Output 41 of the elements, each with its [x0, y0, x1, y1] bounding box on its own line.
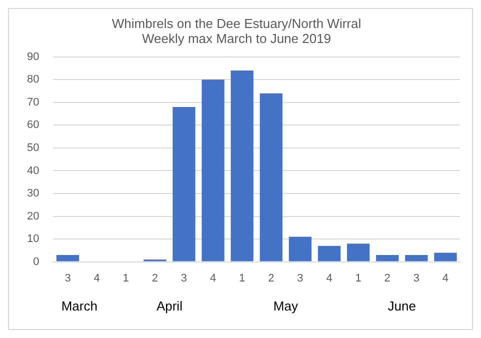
x-tick-label: 2: [384, 272, 390, 284]
x-tick-label: 4: [210, 272, 216, 284]
x-tick-label: 4: [94, 272, 100, 284]
text: May: [273, 298, 298, 314]
text: April: [156, 298, 183, 314]
bar: [172, 106, 196, 262]
x-tick-label: 2: [268, 272, 274, 284]
bar: [230, 70, 254, 262]
text: March: [61, 298, 98, 314]
bar: [260, 93, 282, 262]
bar: [56, 254, 80, 262]
y-tick-label: 70: [26, 96, 40, 108]
x-tick-label: 1: [239, 272, 246, 284]
x-tick-label: 3: [413, 272, 420, 284]
x-tick-label: 1: [355, 272, 362, 284]
bar: [405, 254, 428, 262]
y-tick-label: 90: [26, 50, 40, 63]
y-tick-label: 30: [26, 188, 40, 200]
y-tick-label: 0: [33, 256, 40, 268]
y-tick-label: 50: [26, 142, 40, 154]
x-tick-label: 3: [180, 272, 188, 284]
text: Weekly max March to June 2019: [142, 31, 332, 46]
y-tick-label: 20: [26, 210, 40, 222]
x-tick-label: 3: [297, 272, 304, 284]
y-tick-label: 10: [26, 233, 40, 246]
bar: [202, 80, 224, 262]
text: June: [388, 298, 416, 314]
x-tick-label: 3: [64, 272, 71, 284]
bar: [318, 246, 341, 262]
bar: [376, 254, 399, 262]
bar: [346, 244, 370, 262]
y-tick-label: 80: [26, 74, 40, 86]
x-tick-label: 4: [326, 272, 332, 284]
x-tick-label: 1: [122, 272, 129, 284]
bar: [288, 236, 312, 262]
bar: [434, 252, 457, 262]
y-tick-label: 60: [26, 119, 40, 132]
y-tick-label: 40: [26, 164, 40, 177]
x-tick-label: 2: [152, 272, 158, 284]
text: Whimbrels on the Dee Estuary/North Wirral: [112, 16, 362, 32]
x-tick-label: 4: [442, 272, 449, 284]
